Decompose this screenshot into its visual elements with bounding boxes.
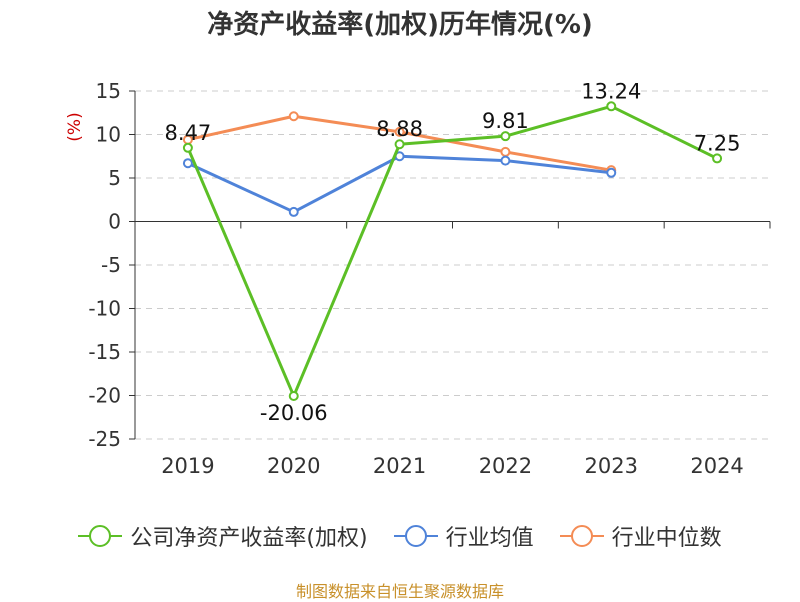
y-tick-label: -20	[88, 384, 121, 408]
data-label-company-2022: 9.81	[482, 109, 529, 133]
point-industry-mean-2019	[182, 158, 193, 169]
legend-item-industry-median[interactable]: 行业中位数	[559, 520, 722, 552]
point-industry-median-2020	[288, 111, 299, 122]
point-industry-median-2021	[394, 126, 405, 137]
chart-title: 净资产收益率(加权)历年情况(%)	[207, 10, 593, 40]
y-tick-label: -5	[101, 253, 121, 277]
legend-item-company[interactable]: 公司净资产收益率(加权)	[78, 520, 368, 552]
legend-marker-industry-mean	[393, 525, 438, 547]
y-tick-label: 5	[108, 166, 121, 190]
legend-label-company: 公司净资产收益率(加权)	[130, 526, 368, 551]
legend: 公司净资产收益率(加权) 行业均值 行业中位数	[0, 520, 800, 552]
y-tick-label: 0	[108, 210, 121, 234]
point-company-2024	[712, 153, 723, 164]
data-source-footer: 制图数据来自恒生聚源数据库	[295, 582, 504, 601]
y-tick-label: 15	[96, 79, 121, 103]
point-company-2023	[606, 101, 617, 112]
point-company-2020	[288, 391, 299, 402]
x-tick-label-2023: 2023	[585, 454, 638, 478]
point-company-2022	[500, 131, 511, 142]
y-tick-label: -15	[88, 340, 121, 364]
y-tick-label: -25	[88, 427, 121, 451]
point-industry-mean-2022	[500, 155, 511, 166]
x-tick-label-2022: 2022	[479, 454, 532, 478]
y-tick-label: 10	[96, 123, 121, 147]
y-axis-label: (%)	[65, 112, 85, 141]
data-label-company-2019: 8.47	[165, 121, 212, 145]
x-tick-label-2024: 2024	[690, 454, 743, 478]
series-line-company	[186, 104, 718, 398]
legend-label-industry-mean: 行业均值	[445, 526, 534, 551]
point-company-2019	[182, 142, 193, 153]
legend-label-industry-median: 行业中位数	[611, 526, 722, 551]
point-industry-mean-2020	[288, 206, 299, 217]
data-label-company-2021: 8.88	[376, 117, 423, 141]
y-tick-label: -10	[88, 297, 121, 321]
series-line-industry-mean	[187, 154, 612, 214]
x-tick-label-2019: 2019	[161, 454, 214, 478]
legend-marker-company	[78, 525, 123, 547]
data-label-company-2020: -20.06	[260, 401, 328, 425]
data-label-company-2024: 7.25	[694, 131, 741, 155]
x-tick-label-2021: 2021	[373, 454, 426, 478]
legend-item-industry-mean[interactable]: 行业均值	[393, 520, 534, 552]
line-chart: 15 10 5 0 -5 -10 -15 -20 -25 2019 2020 2021 2022 2023…	[65, 79, 771, 478]
x-tick-label-2020: 2020	[267, 454, 320, 478]
point-industry-mean-2023	[606, 167, 617, 178]
point-industry-median-2022	[500, 146, 511, 157]
data-label-company-2023: 13.24	[581, 79, 641, 103]
legend-marker-industry-median	[559, 525, 604, 547]
point-company-2021	[394, 139, 405, 150]
